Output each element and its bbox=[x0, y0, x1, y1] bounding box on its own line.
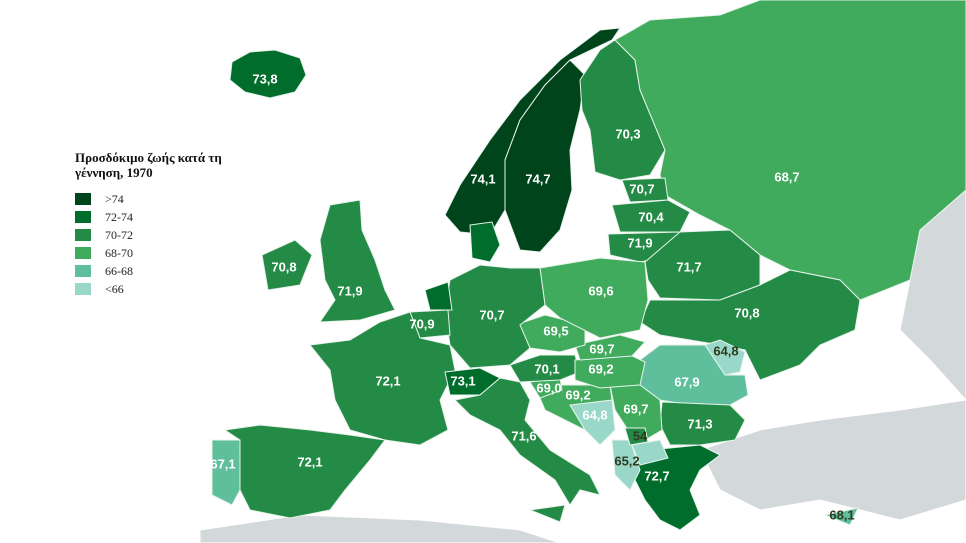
label-ukraine: 70,8 bbox=[734, 305, 759, 320]
label-finland: 70,3 bbox=[615, 126, 640, 141]
label-austria: 70,1 bbox=[534, 361, 559, 376]
label-iceland: 73,8 bbox=[252, 71, 277, 86]
legend-item: >74 bbox=[75, 190, 265, 208]
label-bulgaria: 71,3 bbox=[687, 416, 712, 431]
legend-label: 70-72 bbox=[105, 227, 133, 242]
country-sweden bbox=[504, 59, 586, 253]
label-albania: 65,2 bbox=[614, 453, 639, 468]
legend-item: 68-70 bbox=[75, 244, 265, 262]
label-spain: 72,1 bbox=[297, 454, 322, 469]
country-sicily bbox=[528, 504, 566, 523]
country-slovakia bbox=[574, 334, 646, 361]
country-latvia bbox=[611, 199, 691, 233]
label-kosovo: 54 bbox=[633, 428, 648, 443]
label-lithuania: 71,9 bbox=[627, 235, 652, 250]
label-france: 72,1 bbox=[375, 373, 400, 388]
label-moldova: 64,8 bbox=[713, 343, 738, 358]
label-norway: 74,1 bbox=[470, 171, 495, 186]
label-poland: 69,6 bbox=[588, 283, 613, 298]
label-greece: 72,7 bbox=[644, 468, 669, 483]
legend-item: 66-68 bbox=[75, 262, 265, 280]
country-albania bbox=[611, 439, 641, 491]
label-serbia: 69,7 bbox=[623, 401, 648, 416]
region-africa bbox=[199, 514, 561, 543]
label-cyprus: 68,1 bbox=[829, 507, 854, 522]
country-spain bbox=[223, 424, 386, 519]
country-denmark bbox=[469, 221, 501, 263]
legend-swatch bbox=[75, 211, 91, 223]
legend-label: 68-70 bbox=[105, 245, 133, 260]
label-portugal: 67,1 bbox=[210, 456, 235, 471]
label-romania: 67,9 bbox=[674, 374, 699, 389]
label-germany: 70,7 bbox=[479, 307, 504, 322]
legend-item: <66 bbox=[75, 280, 265, 298]
label-slovenia: 69,0 bbox=[536, 380, 561, 395]
country-portugal bbox=[211, 439, 241, 506]
label-belgium: 70,9 bbox=[409, 316, 434, 331]
country-value-labels: 73,8 74,1 74,7 70,3 68,7 70,7 70,4 71,9 … bbox=[210, 71, 854, 522]
legend-item: 70-72 bbox=[75, 226, 265, 244]
country-norway bbox=[444, 27, 622, 236]
legend-swatch bbox=[75, 193, 91, 205]
country-france bbox=[309, 311, 456, 446]
legend-title: Προσδόκιμο ζωής κατά τη γέννηση, 1970 bbox=[75, 150, 222, 180]
country-uk bbox=[319, 199, 396, 323]
country-greece bbox=[629, 444, 721, 531]
country-cyprus bbox=[823, 507, 859, 526]
country-croatia bbox=[539, 384, 613, 432]
legend-swatch bbox=[75, 283, 91, 295]
label-slovakia: 69,7 bbox=[589, 341, 614, 356]
label-sweden: 74,7 bbox=[525, 171, 550, 186]
region-turkey bbox=[699, 399, 966, 521]
label-ireland: 70,8 bbox=[271, 259, 296, 274]
country-germany bbox=[444, 264, 546, 369]
legend: Προσδόκιμο ζωής κατά τη γέννηση, 1970 >7… bbox=[75, 150, 265, 298]
label-bosnia: 64,8 bbox=[582, 407, 607, 422]
label-russia: 68,7 bbox=[774, 169, 799, 184]
legend-item: 72-74 bbox=[75, 208, 265, 226]
legend-swatch bbox=[75, 247, 91, 259]
label-latvia: 70,4 bbox=[638, 209, 664, 224]
country-iceland bbox=[229, 49, 307, 99]
country-serbia bbox=[609, 384, 663, 441]
label-czechia: 69,5 bbox=[543, 323, 568, 338]
label-switzerland: 73,1 bbox=[450, 373, 475, 388]
country-ireland bbox=[261, 239, 313, 291]
legend-label: 72-74 bbox=[105, 209, 133, 224]
legend-label: <66 bbox=[105, 281, 124, 296]
country-poland bbox=[539, 257, 649, 339]
country-netherlands bbox=[424, 281, 453, 311]
label-estonia: 70,7 bbox=[629, 181, 654, 196]
legend-swatch bbox=[75, 265, 91, 277]
legend-swatch bbox=[75, 229, 91, 241]
label-belarus: 71,7 bbox=[676, 259, 701, 274]
label-italy: 71,6 bbox=[511, 428, 536, 443]
country-italy bbox=[453, 377, 601, 506]
label-hungary: 69,2 bbox=[588, 361, 613, 376]
country-macedonia bbox=[631, 439, 669, 466]
country-finland bbox=[579, 39, 666, 181]
legend-label: 66-68 bbox=[105, 263, 133, 278]
label-uk: 71,9 bbox=[337, 283, 362, 298]
country-ukraine bbox=[639, 269, 861, 381]
legend-label: >74 bbox=[105, 191, 124, 206]
label-croatia: 69,2 bbox=[565, 387, 590, 402]
